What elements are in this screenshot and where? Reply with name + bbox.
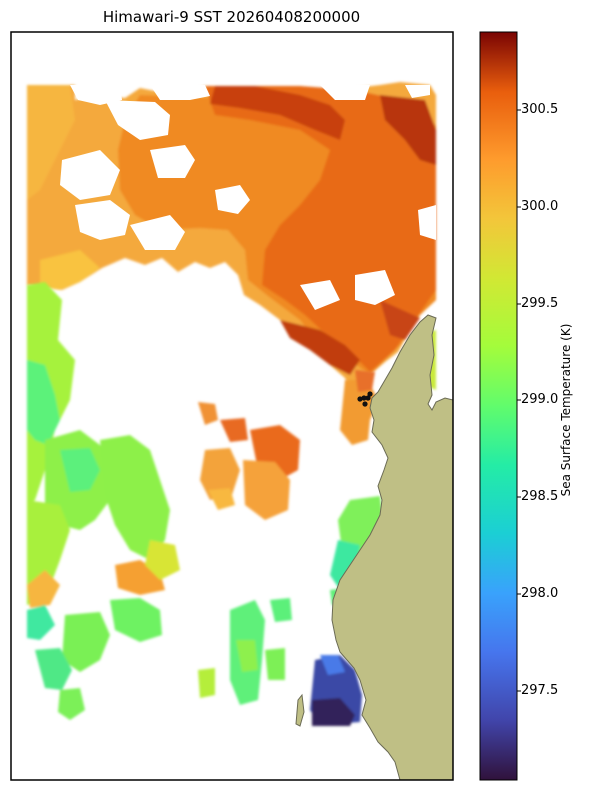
colorbar-tick-label: 300.5 — [521, 102, 559, 117]
cool-west-region — [27, 282, 180, 720]
station-marker — [357, 396, 363, 402]
colorbar-tick-label: 300.0 — [521, 199, 559, 214]
colorbar-tick-label: 299.0 — [521, 392, 559, 407]
colorbar-tick-label: 299.5 — [521, 296, 559, 311]
colorbar-tick-label: 297.5 — [521, 683, 559, 698]
cloud-gaps — [60, 85, 436, 310]
map-title: Himawari-9 SST 20260408200000 — [102, 8, 361, 26]
station-marker — [365, 395, 371, 401]
station-marker — [362, 401, 368, 407]
land-mass — [331, 314, 453, 780]
colorbar-ticks — [517, 109, 521, 692]
colorbar-tick-label: 298.5 — [521, 489, 559, 504]
colorbar-tick-label: 298.0 — [521, 586, 559, 601]
central-patches — [198, 402, 300, 705]
colorbar — [479, 31, 518, 781]
map-frame — [10, 31, 454, 781]
station-marker — [361, 395, 367, 401]
station-markers — [357, 391, 373, 407]
station-marker — [367, 391, 373, 397]
island — [295, 693, 305, 727]
colorbar-label: Sea Surface Temperature (K) — [559, 323, 573, 497]
warm-region — [27, 82, 436, 395]
sst-field — [27, 82, 453, 780]
